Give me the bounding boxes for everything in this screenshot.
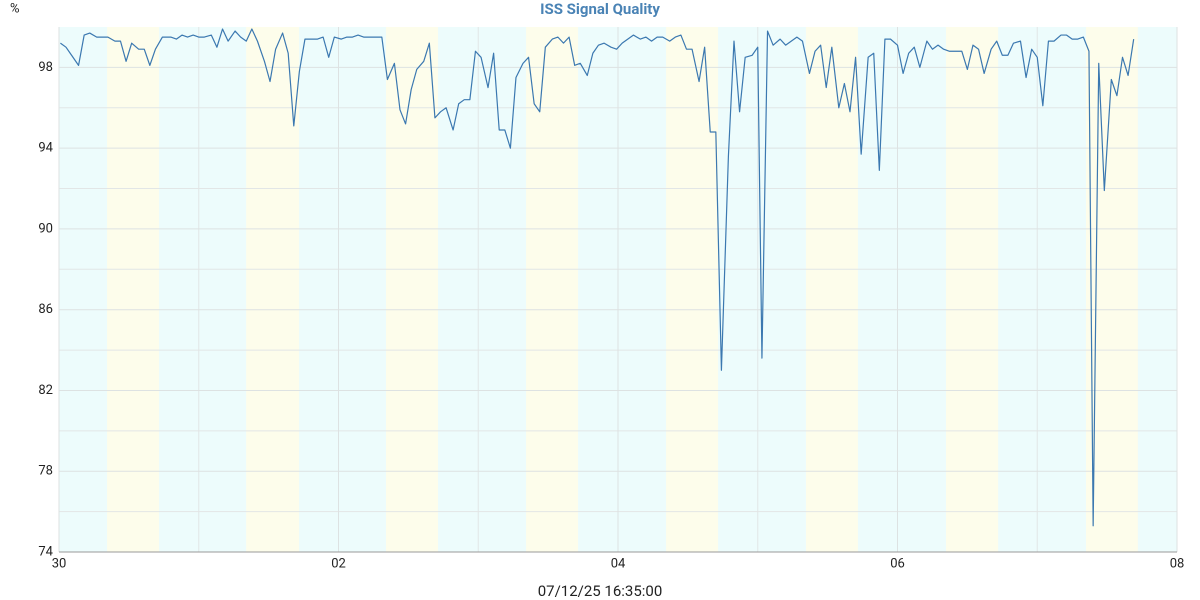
- y-tick-label: 90: [38, 221, 53, 236]
- y-tick-label: 98: [38, 60, 53, 75]
- y-tick-label: 94: [38, 141, 53, 156]
- shaded-period: [107, 27, 160, 552]
- x-tick-label: 06: [890, 556, 905, 571]
- y-tick-label: 86: [38, 302, 53, 317]
- x-tick-label: 30: [52, 556, 67, 571]
- y-tick-label: 74: [38, 544, 53, 559]
- timestamp: 07/12/25 16:35:00: [538, 582, 663, 600]
- shaded-period: [246, 27, 300, 552]
- y-axis-label: %: [10, 1, 20, 16]
- y-tick-label: 82: [38, 383, 53, 398]
- x-tick-label: 08: [1170, 556, 1185, 571]
- shaded-period: [386, 27, 439, 552]
- chart-title: ISS Signal Quality: [540, 0, 660, 18]
- series-line: [60, 28, 1135, 527]
- x-tick-label: 02: [331, 556, 346, 571]
- shaded-period: [526, 27, 579, 552]
- x-tick-label: 04: [611, 556, 626, 571]
- shaded-period: [666, 27, 719, 552]
- shaded-period: [1086, 27, 1138, 552]
- y-tick-label: 78: [38, 464, 53, 479]
- shaded-period: [945, 27, 999, 552]
- shaded-period: [805, 27, 858, 552]
